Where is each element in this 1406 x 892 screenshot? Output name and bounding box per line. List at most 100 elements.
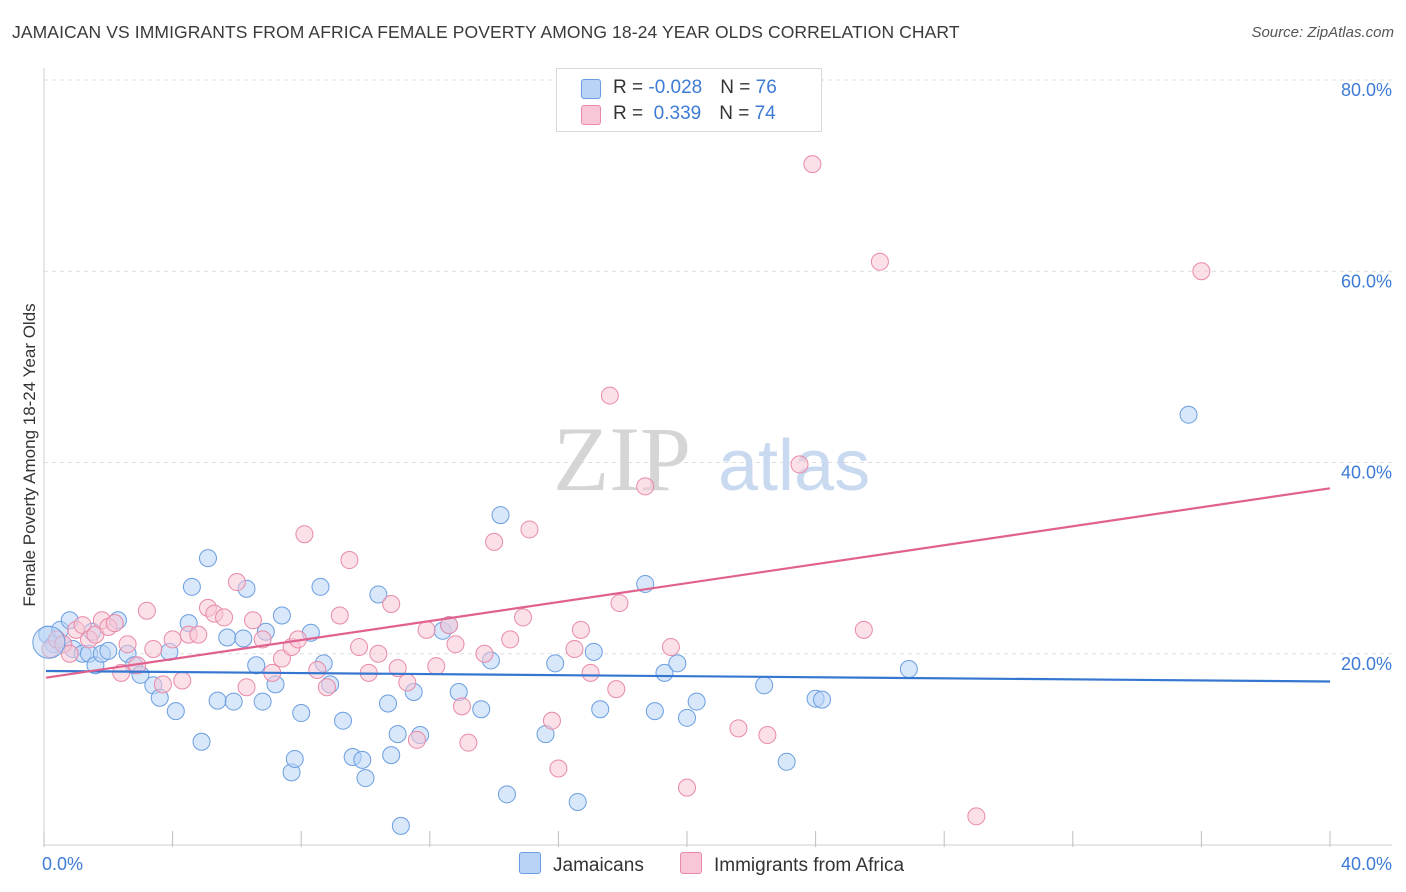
point-africa [661, 638, 680, 657]
point-africa [407, 730, 426, 749]
point-africa [163, 630, 182, 649]
point-jamaicans [382, 746, 401, 765]
watermark: ZIP atlas [553, 408, 870, 510]
point-jamaicans [208, 691, 227, 710]
point-africa [350, 638, 369, 657]
legend-label-africa: Immigrants from Africa [714, 855, 905, 876]
point-africa [272, 649, 291, 668]
point-jamaicans [678, 708, 696, 727]
point-africa [118, 635, 137, 654]
point-africa [137, 601, 156, 620]
legend-r-label: R = [613, 77, 649, 98]
y-tick-label: 80.0% [1341, 80, 1392, 100]
point-jamaicans [777, 752, 796, 771]
point-jamaicans [356, 769, 375, 788]
legend-n-label: N = [719, 103, 755, 124]
point-africa [485, 532, 504, 551]
point-africa [112, 663, 131, 682]
watermark-zip: ZIP [553, 408, 691, 510]
point-jamaicans [472, 700, 491, 719]
point-africa [215, 608, 234, 627]
tick-labels: 20.0% 40.0% 60.0% 80.0% 0.0% 40.0% [42, 80, 1392, 874]
point-jamaicans [285, 749, 304, 768]
legend-item-jamaicans: Jamaicans [519, 852, 644, 877]
point-africa [729, 719, 748, 738]
x-tick-label-min: 0.0% [42, 854, 83, 874]
point-jamaicans [224, 692, 243, 711]
point-africa [514, 608, 533, 627]
point-africa [475, 644, 494, 663]
point-africa [581, 663, 600, 682]
point-jamaicans [272, 606, 291, 625]
point-jamaicans [99, 641, 118, 660]
point-jamaicans [353, 750, 372, 769]
correlation-legend: R = -0.028 N = 76 R = 0.339 N = 74 [556, 68, 822, 132]
point-jamaicans [388, 725, 407, 744]
chart-title: JAMAICAN VS IMMIGRANTS FROM AFRICA FEMAL… [12, 22, 960, 42]
x-tick-label-max: 40.0% [1341, 854, 1392, 874]
point-africa [549, 759, 568, 778]
point-africa [243, 611, 262, 630]
point-africa [253, 630, 272, 649]
point-africa [870, 252, 889, 271]
point-africa [854, 620, 873, 639]
point-jamaicans [234, 629, 253, 648]
point-africa [153, 675, 172, 694]
point-africa [790, 455, 809, 474]
point-africa [369, 644, 388, 663]
legend-n-label: N = [720, 77, 756, 98]
legend-r-label: R = [613, 103, 649, 124]
point-africa [388, 659, 407, 678]
point-africa [607, 680, 626, 699]
grid [44, 79, 1392, 655]
point-jamaicans [218, 628, 237, 647]
point-africa [308, 661, 327, 680]
point-jamaicans [755, 676, 774, 695]
point-africa [427, 657, 446, 676]
point-jamaicans [391, 816, 410, 835]
point-africa [398, 673, 417, 692]
point-africa [636, 477, 655, 496]
legend-swatch-pink [581, 105, 601, 125]
point-africa [60, 644, 79, 663]
trend-line-jamaicans [45, 669, 1331, 683]
point-jamaicans [491, 506, 510, 525]
source-note: Source: ZipAtlas.com [1251, 24, 1394, 41]
point-africa [330, 606, 349, 625]
point-africa [173, 671, 192, 690]
point-jamaicans [182, 577, 201, 596]
point-africa [459, 733, 478, 752]
point-jamaicans [546, 654, 565, 673]
point-africa [520, 520, 539, 539]
point-jamaicans [1179, 405, 1198, 424]
y-tick-label: 20.0% [1341, 654, 1392, 674]
legend-n-value: 76 [755, 77, 777, 98]
point-africa [1192, 262, 1211, 281]
point-jamaicans [645, 702, 664, 721]
point-africa [678, 778, 696, 797]
trend-lines [45, 487, 1331, 683]
point-jamaicans [899, 660, 918, 679]
point-africa [295, 525, 314, 544]
point-africa [542, 711, 561, 730]
legend-r-value: 0.339 [648, 103, 702, 124]
y-tick-label: 60.0% [1341, 271, 1392, 291]
point-jamaicans [369, 585, 388, 604]
point-africa [417, 620, 436, 639]
point-africa [446, 635, 465, 654]
point-africa [317, 678, 336, 697]
point-jamaicans [292, 704, 311, 723]
legend-swatch-blue [519, 852, 541, 874]
point-jamaicans [497, 785, 516, 804]
point-africa [565, 639, 584, 658]
point-africa [105, 614, 124, 633]
legend-swatch-blue [581, 79, 601, 99]
point-africa [967, 807, 986, 826]
point-jamaicans [813, 690, 832, 709]
point-africa [189, 625, 208, 644]
legend-swatch-pink [680, 852, 702, 874]
point-africa [340, 551, 359, 570]
axes [43, 68, 1392, 847]
point-africa [144, 639, 163, 658]
